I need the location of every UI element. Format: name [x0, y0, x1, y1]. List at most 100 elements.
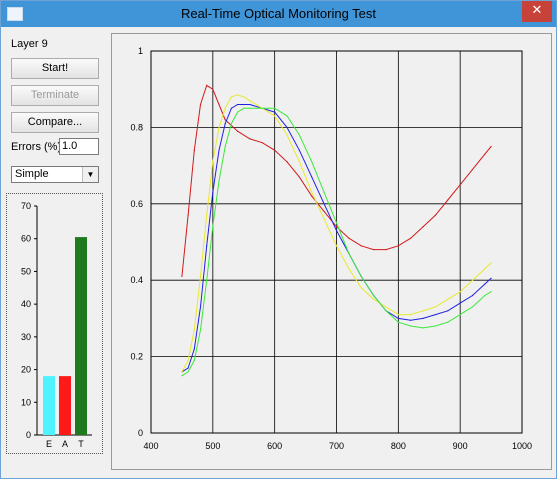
series-1-point: [230, 107, 232, 109]
series-3-point: [311, 161, 313, 163]
series-0-point: [212, 88, 214, 90]
terminate-button[interactable]: Terminate: [11, 85, 99, 106]
series-2-point: [323, 218, 325, 220]
y-tick-label: 0.2: [130, 352, 143, 362]
series-2-point: [385, 306, 387, 308]
series-3-point: [323, 191, 325, 193]
x-tick-label: 800: [391, 441, 406, 451]
series-2-point: [187, 359, 189, 362]
series-2-point: [422, 310, 424, 312]
series-3-point: [360, 275, 362, 277]
series-1-point: [193, 348, 195, 350]
series-0-point: [249, 138, 251, 140]
series-0-point: [397, 245, 399, 247]
bar-y-tick-label: 10: [21, 397, 31, 407]
series-2-point: [348, 268, 350, 270]
start-button[interactable]: Start!: [11, 58, 99, 79]
series-1-point: [298, 149, 300, 151]
mode-select[interactable]: Simple ▼: [11, 166, 99, 183]
close-icon[interactable]: ✕: [522, 1, 552, 22]
errors-field[interactable]: 1.0: [59, 138, 99, 155]
x-tick-label: 400: [143, 441, 158, 451]
chevron-down-icon[interactable]: ▼: [82, 167, 98, 182]
series-3-point: [348, 252, 350, 255]
layer-label: Layer 9: [11, 38, 48, 50]
series-3-point: [249, 107, 251, 109]
series-3-point: [243, 107, 245, 109]
y-tick-label: 0: [138, 428, 143, 438]
series-2-point: [193, 329, 195, 331]
series-3-point: [397, 321, 399, 323]
app-icon: [7, 7, 23, 21]
x-tick-label: 500: [205, 441, 220, 451]
series-1-point: [224, 122, 226, 125]
series-1-point: [199, 306, 202, 308]
series-2-point: [286, 134, 288, 136]
series-2-point: [212, 161, 214, 163]
series-1-point: [212, 191, 214, 193]
errors-label: Errors (%):: [11, 141, 65, 153]
series-3-point: [422, 327, 424, 329]
series-2-point: [410, 313, 412, 316]
y-tick-label: 0.6: [130, 199, 143, 209]
series-0-point: [286, 161, 288, 163]
series-0-point: [410, 237, 412, 239]
series-0-point: [484, 153, 486, 155]
series-2-point: [360, 287, 362, 289]
series-0-point: [335, 226, 338, 228]
bar-y-tick-label: 60: [21, 234, 31, 244]
series-2-point: [181, 371, 183, 373]
series-2-point: [298, 161, 300, 163]
series-1-point: [323, 203, 325, 205]
series-3-point: [459, 313, 461, 316]
series-0-point: [187, 214, 189, 216]
series-0-point: [261, 142, 263, 144]
series-3-point: [385, 310, 387, 312]
series-0-point: [434, 214, 437, 216]
series-1-point: [484, 283, 486, 285]
x-tick-label: 600: [267, 441, 282, 451]
series-1-point: [459, 302, 461, 304]
series-0-point: [311, 195, 313, 197]
title-bar[interactable]: Real-Time Optical Monitoring Test ✕: [1, 1, 556, 27]
series-3-point: [267, 107, 270, 109]
series-2-point: [447, 298, 449, 300]
series-3-point: [187, 371, 189, 373]
bar-y-tick-label: 70: [21, 201, 31, 211]
series-2-point: [224, 107, 226, 109]
series-3-point: [193, 359, 195, 362]
series-3-point: [410, 325, 412, 327]
bar-y-tick-label: 20: [21, 365, 31, 375]
series-3-point: [199, 329, 202, 331]
series-3-point: [434, 325, 437, 327]
series-1-point: [410, 319, 412, 321]
series-2-point: [335, 245, 338, 247]
series-2-point: [236, 94, 239, 96]
series-0-point: [224, 119, 226, 121]
series-3-point: [206, 279, 208, 281]
series-1-point: [311, 176, 313, 178]
bar-y-tick-label: 40: [21, 299, 31, 309]
bar-y-tick-label: 0: [26, 430, 31, 440]
series-2-point: [249, 100, 251, 102]
bar-t: [75, 237, 87, 435]
series-0-point: [447, 199, 449, 201]
series-0-point: [360, 245, 362, 247]
series-2-point: [484, 268, 486, 270]
spectrum-chart: 400 500 600 700 800 900 1000 0 0.2 0.4 0.6 0.8 1: [130, 46, 532, 451]
series-0-point: [199, 103, 202, 106]
series-0-point: [459, 184, 461, 186]
series-3-point: [447, 321, 449, 323]
series-1-point: [434, 313, 437, 316]
series-2-point: [434, 306, 437, 308]
x-tick-label: 1000: [512, 441, 532, 451]
series-1-point: [274, 111, 276, 113]
compare-button[interactable]: Compare...: [11, 112, 99, 133]
series-3-point: [298, 134, 300, 136]
series-3-point: [373, 294, 375, 297]
series-2-point: [274, 115, 276, 117]
y-tick-label: 0.8: [130, 122, 143, 132]
series-1-point: [236, 103, 239, 106]
y-tick-label: 0.4: [130, 275, 143, 285]
